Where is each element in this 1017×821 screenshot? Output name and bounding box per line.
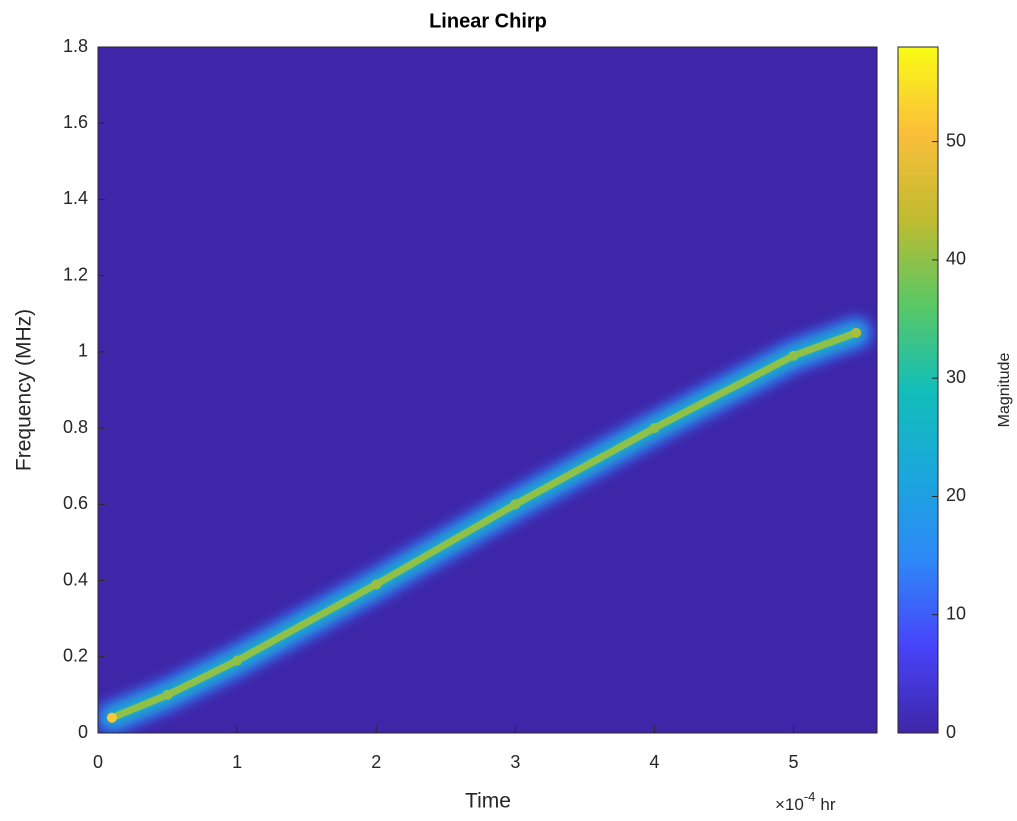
y-tick-label: 1.6: [63, 112, 88, 132]
colorbar-tick-label: 10: [946, 603, 966, 623]
y-tick-label: 1: [78, 341, 88, 361]
x-exponent: -4: [804, 789, 816, 804]
y-tick-label: 0.6: [63, 493, 88, 513]
x-tick-label: 2: [371, 752, 381, 772]
x-multiplier-base: ×10: [775, 795, 804, 814]
y-tick-label: 1.8: [63, 36, 88, 56]
ridge-point: [232, 655, 243, 666]
x-tick-label: 5: [789, 752, 799, 772]
colorbar-label: Magnitude: [996, 353, 1013, 428]
colorbar-tick-label: 30: [946, 367, 966, 387]
ridge-point: [510, 499, 521, 510]
x-tick-label: 4: [649, 752, 659, 772]
ridge-point: [106, 712, 117, 723]
ridge-point: [371, 579, 382, 590]
x-multiplier: ×10-4 hr: [775, 789, 836, 814]
colorbar-tick-label: 20: [946, 485, 966, 505]
y-tick-label: 0: [78, 722, 88, 742]
ridge-point: [162, 689, 173, 700]
chart-title: Linear Chirp: [429, 10, 547, 32]
ridge-point: [851, 327, 862, 338]
y-tick-label: 1.2: [63, 264, 88, 284]
y-tick-label: 0.8: [63, 417, 88, 437]
x-axis-label: Time: [465, 790, 511, 813]
y-axis-label: Frequency (MHz): [13, 309, 36, 471]
ridge-point: [788, 350, 799, 361]
colorbar: [897, 46, 939, 734]
ridge-group: [98, 315, 874, 733]
colorbar-tick-label: 40: [946, 249, 966, 269]
y-tick-label: 0.4: [63, 569, 88, 589]
colorbar-tick-label: 0: [946, 722, 956, 742]
plot-frame: [97, 46, 878, 734]
colorbar-tick-label: 50: [946, 130, 966, 150]
x-tick-label: 3: [510, 752, 520, 772]
ridge: [108, 329, 860, 722]
ridge-point: [649, 423, 660, 434]
x-tick-label: 0: [93, 752, 103, 772]
y-tick-label: 0.2: [63, 646, 88, 666]
x-unit: hr: [820, 795, 835, 814]
y-tick-label: 1.4: [63, 188, 88, 208]
x-tick-label: 1: [232, 752, 242, 772]
